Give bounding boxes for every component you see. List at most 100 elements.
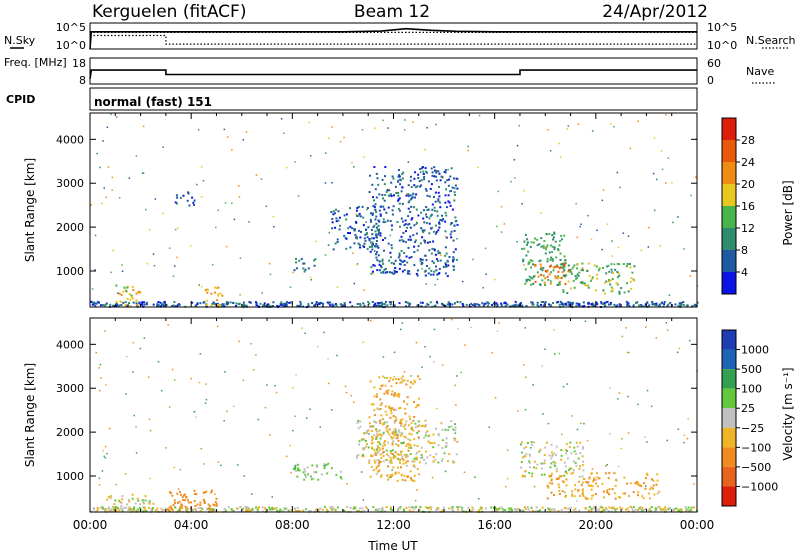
power-cell xyxy=(440,175,443,178)
velocity-cell xyxy=(381,452,384,455)
velocity-cell xyxy=(532,466,535,469)
velocity-cell xyxy=(102,449,104,452)
power-cell xyxy=(550,264,552,267)
power-cell xyxy=(438,272,441,274)
power-cell xyxy=(411,196,414,199)
power-cell xyxy=(447,184,450,187)
velocity-cell xyxy=(292,429,294,432)
power-cell xyxy=(380,266,383,269)
power-cell xyxy=(399,259,402,262)
power-cell xyxy=(374,203,377,206)
velocity-cell xyxy=(596,485,599,488)
power-cell xyxy=(160,303,163,306)
power-cell xyxy=(628,263,631,265)
power-cell xyxy=(249,301,252,304)
power-cell xyxy=(282,302,285,305)
power-cell xyxy=(382,197,384,200)
velocity-cell xyxy=(400,432,403,435)
velocity-cell xyxy=(655,507,658,510)
velocity-cell xyxy=(593,506,596,509)
power-cell xyxy=(527,250,530,253)
power-cell xyxy=(428,222,431,225)
power-cell xyxy=(557,248,559,251)
velocity-cell xyxy=(672,508,675,511)
velocity-cell xyxy=(509,507,512,510)
velocity-cell xyxy=(315,465,318,468)
power-cell xyxy=(378,220,381,223)
velocity-cell xyxy=(441,458,444,460)
velocity-cell xyxy=(172,509,174,512)
power-cell xyxy=(556,265,559,268)
velocity-cell xyxy=(443,452,446,455)
velocity-cell xyxy=(150,509,153,512)
velocity-cell xyxy=(605,508,608,511)
power-cell xyxy=(586,270,589,272)
power-cell xyxy=(90,204,92,206)
velocity-cell xyxy=(269,434,271,436)
power-cell xyxy=(118,304,121,307)
velocity-cell xyxy=(664,506,667,509)
power-cell xyxy=(354,228,356,231)
power-cell xyxy=(534,237,536,240)
velocity-cell xyxy=(356,456,359,459)
velocity-cell xyxy=(524,327,526,329)
velocity-cell xyxy=(113,507,116,510)
power-cell xyxy=(576,236,578,239)
velocity-cell xyxy=(619,496,622,499)
power-cell xyxy=(375,242,378,245)
power-feature-2 xyxy=(204,286,224,308)
colorbar-tick-label: 8 xyxy=(741,244,748,257)
velocity-cell xyxy=(505,485,507,488)
velocity-cell xyxy=(523,506,526,509)
power-cell xyxy=(408,302,410,305)
velocity-cell xyxy=(317,345,319,348)
velocity-cell xyxy=(179,468,182,471)
velocity-cell xyxy=(161,509,164,512)
velocity-cell xyxy=(386,421,389,424)
velocity-cell xyxy=(382,455,385,457)
velocity-cell xyxy=(574,484,577,487)
velocity-cell xyxy=(232,405,235,408)
power-cell xyxy=(397,198,400,201)
power-cell xyxy=(410,186,413,188)
power-cell xyxy=(429,241,432,243)
power-cell xyxy=(226,303,229,306)
power-cell xyxy=(678,302,681,305)
power-cell xyxy=(616,304,619,307)
power-cell xyxy=(672,221,674,224)
power-cell xyxy=(663,303,666,306)
power-cell xyxy=(363,289,365,291)
velocity-cell xyxy=(412,429,415,432)
velocity-cell xyxy=(129,507,132,510)
velocity-cell xyxy=(410,428,413,431)
power-cell xyxy=(397,191,400,194)
velocity-cell xyxy=(136,497,139,500)
power-cell xyxy=(532,282,535,285)
power-cell xyxy=(176,256,178,259)
power-cell xyxy=(543,281,546,284)
velocity-cell xyxy=(561,480,564,483)
velocity-cell xyxy=(356,421,359,424)
power-cell xyxy=(172,304,175,307)
velocity-cell xyxy=(395,418,398,421)
power-cell xyxy=(611,287,614,290)
power-cell xyxy=(357,205,360,208)
velocity-cell xyxy=(118,509,121,512)
velocity-cell xyxy=(323,463,326,466)
power-cell xyxy=(529,259,532,262)
velocity-cell xyxy=(375,472,378,475)
power-cell xyxy=(401,202,404,205)
velocity-cell xyxy=(306,417,308,419)
power-cell xyxy=(343,214,346,217)
velocity-cell xyxy=(264,406,267,409)
velocity-cell xyxy=(104,457,107,459)
power-cell xyxy=(135,299,138,302)
velocity-cell xyxy=(271,506,274,509)
velocity-cell xyxy=(627,432,630,434)
velocity-cell xyxy=(536,463,539,466)
velocity-cell xyxy=(364,432,367,435)
velocity-cell xyxy=(574,507,577,510)
velocity-cell xyxy=(533,486,536,488)
velocity-cell xyxy=(581,488,584,491)
velocity-cell xyxy=(96,507,99,509)
